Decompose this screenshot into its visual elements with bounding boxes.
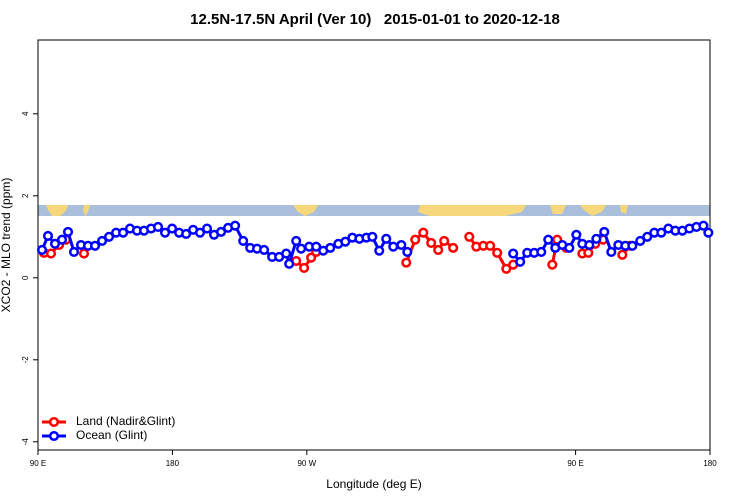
point — [401, 257, 412, 268]
point — [591, 233, 602, 244]
point — [606, 246, 617, 258]
x-tick-label: 90 E — [30, 459, 46, 468]
y-axis-label: XCO2 - MLO trend (ppm) — [0, 178, 13, 313]
point — [381, 233, 392, 244]
ocean-strip — [38, 205, 710, 216]
point — [45, 248, 57, 259]
point — [281, 248, 292, 259]
land-shape — [83, 205, 90, 216]
x-tick-label: 90 E — [567, 459, 583, 468]
point — [62, 226, 74, 237]
point — [89, 240, 101, 251]
point — [284, 258, 295, 269]
legend: Land (Nadir&Glint)Ocean (Glint) — [42, 414, 175, 442]
point — [515, 256, 526, 267]
point — [564, 242, 575, 253]
point — [410, 234, 421, 245]
point — [571, 229, 582, 240]
y-tick-label: 2 — [21, 193, 30, 198]
y-tick-label: -4 — [21, 438, 30, 446]
point — [49, 238, 61, 249]
point — [97, 235, 108, 246]
land-shape — [293, 205, 318, 216]
legend-marker — [48, 416, 60, 428]
point — [543, 234, 554, 245]
point — [104, 231, 115, 242]
point — [439, 235, 450, 246]
point — [311, 241, 322, 252]
point — [402, 246, 413, 258]
point — [118, 227, 129, 238]
point — [433, 244, 444, 255]
point — [492, 247, 503, 258]
point — [536, 246, 547, 258]
point — [259, 244, 270, 255]
point — [367, 231, 378, 242]
x-tick-label: 90 W — [297, 459, 316, 468]
land-shape — [550, 205, 566, 214]
point — [584, 239, 595, 251]
point — [418, 227, 429, 238]
point — [194, 227, 206, 238]
point — [153, 221, 164, 233]
point — [181, 228, 192, 239]
point — [42, 230, 54, 242]
point — [656, 227, 667, 238]
point — [703, 227, 714, 238]
y-tick-label: 0 — [21, 275, 30, 280]
point — [388, 241, 399, 252]
y-tick-label: 4 — [21, 111, 30, 116]
legend-label: Land (Nadir&Glint) — [76, 414, 175, 428]
point — [508, 248, 519, 259]
x-axis-label: Longitude (deg E) — [326, 477, 421, 491]
point — [547, 259, 558, 270]
point — [56, 234, 68, 245]
plot-frame — [37, 39, 711, 451]
point — [642, 231, 653, 242]
point — [167, 223, 178, 234]
land-shape — [580, 205, 606, 216]
map-strip — [38, 205, 710, 216]
y-tick-label: -2 — [21, 356, 30, 364]
point — [299, 262, 310, 274]
point — [296, 243, 307, 254]
point — [583, 247, 594, 258]
point — [599, 226, 610, 237]
point — [201, 223, 213, 234]
legend-label: Ocean (Glint) — [76, 428, 147, 442]
point — [426, 237, 437, 248]
x-tick-label: 180 — [166, 459, 180, 468]
x-tick-label: 180 — [703, 459, 717, 468]
point — [160, 227, 171, 238]
land-shape — [620, 205, 628, 214]
point — [698, 220, 709, 231]
point — [340, 236, 351, 247]
point — [485, 240, 496, 251]
point — [627, 240, 638, 251]
point — [448, 242, 459, 253]
land-shape — [46, 205, 68, 216]
point — [216, 226, 227, 237]
point — [291, 235, 302, 246]
point — [230, 220, 241, 231]
point — [374, 245, 385, 256]
point — [325, 242, 336, 253]
chart-title: 12.5N-17.5N April (Ver 10) 2015-01-01 to… — [190, 11, 560, 28]
point — [635, 235, 646, 246]
point — [78, 248, 90, 259]
point — [501, 263, 512, 274]
land-shape — [418, 205, 526, 216]
legend-marker — [48, 430, 60, 442]
point — [68, 246, 80, 258]
point — [238, 235, 249, 246]
point — [464, 231, 475, 242]
point — [617, 249, 628, 260]
point — [396, 239, 407, 251]
point — [36, 244, 48, 255]
